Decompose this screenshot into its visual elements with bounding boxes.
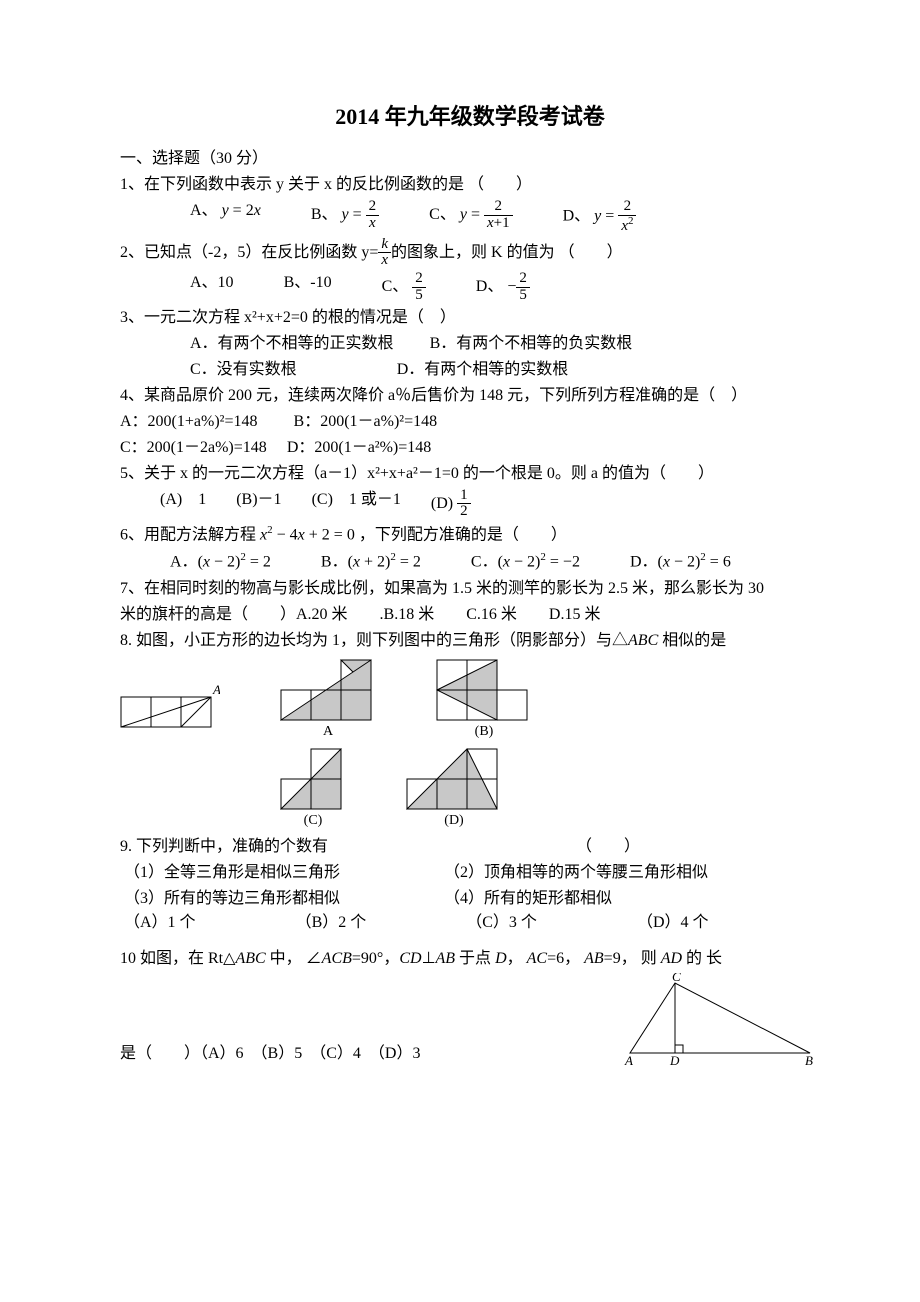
q10-row: 是（ ）（A）6 （B）5 （C）4 （D）3 A B C D <box>120 973 820 1068</box>
q2-opt-c: C、 25 <box>382 271 426 304</box>
q2-opt-b: B、-10 <box>284 271 332 304</box>
q5-options: (A) 1 (B)－1 (C) 1 或－1 (D) 12 <box>120 488 820 521</box>
q6-opt-b: B．(x + 2)2 = 2 <box>321 549 421 574</box>
q4-opt-b: B：200(1－a%)²=148 <box>294 413 438 430</box>
svg-text:A: A <box>624 1053 633 1068</box>
q9-opt-b: （B）2 个 <box>296 911 367 935</box>
q6-opt-d: D．(x − 2)2 = 6 <box>630 549 731 574</box>
q4-row1: A：200(1+a%)²=148 B：200(1－a%)²=148 <box>120 410 820 434</box>
q3-opt-b: B．有两个不相等的负实数根 <box>430 335 633 352</box>
q1-opt-c: C、 y = 2x+1 <box>429 199 512 235</box>
q9-s2: （2）顶角相等的两个等腰三角形相似 <box>444 861 724 885</box>
section-heading: 一、选择题（30 分） <box>120 147 820 171</box>
q5-opt-d: (D) 12 <box>431 488 471 521</box>
q10-figure: A B C D <box>620 973 820 1068</box>
q8-fig-ref: A B C <box>120 672 220 742</box>
svg-text:C: C <box>672 973 681 984</box>
q3-opt-a: A．有两个不相等的正实数根 <box>190 335 394 352</box>
svg-text:B: B <box>805 1053 813 1068</box>
q9-s3: （3）所有的等边三角形都相似 <box>124 887 404 911</box>
q10-stem: 10 如图，在 Rt△ABC 中， ∠ACB=90°，CD⊥AB 于点 D， A… <box>120 947 820 971</box>
q10-opts: 是（ ）（A）6 （B）5 （C）4 （D）3 <box>120 1042 600 1066</box>
q4-stem: 4、某商品原价 200 元，连续两次降价 a％后售价为 148 元，下列所列方程… <box>120 384 820 408</box>
q2-options: A、10 B、-10 C、 25 D、 −25 <box>120 271 820 304</box>
q9-opt-a: （A）1 个 <box>124 911 196 935</box>
q9-opt-d: （D）4 个 <box>637 911 709 935</box>
q3-row2: C．没有实数根 D．有两个相等的实数根 <box>120 358 820 382</box>
q3-opt-d: D．有两个相等的实数根 <box>397 361 569 378</box>
q9-options: （A）1 个 （B）2 个 （C）3 个 （D）4 个 <box>124 911 820 935</box>
q3-stem: 3、一元二次方程 x²+x+2=0 的根的情况是（ ） <box>120 306 820 330</box>
q1-stem: 1、在下列函数中表示 y 关于 x 的反比例函数的是 （ ） <box>120 173 820 197</box>
q7-line2: 米的旗杆的高是（ ）A.20 米 .B.18 米 C.16 米 D.15 米 <box>120 603 820 627</box>
q6-options: A．(x − 2)2 = 2 B．(x + 2)2 = 2 C．(x − 2)2… <box>120 549 820 574</box>
q6-opt-a: A．(x − 2)2 = 2 <box>170 549 271 574</box>
q3-row1: A．有两个不相等的正实数根 B．有两个不相等的负实数根 <box>120 332 820 356</box>
q2-opt-d: D、 −25 <box>476 271 530 304</box>
q9-s4: （4）所有的矩形都相似 <box>444 887 724 911</box>
q1-options: A、 y = 2x B、 y = 2x C、 y = 2x+1 D、 y = 2… <box>120 199 820 235</box>
q8-fig-b: (B) <box>436 659 532 742</box>
q6-opt-c: C．(x − 2)2 = −2 <box>471 549 580 574</box>
q1-opt-b: B、 y = 2x <box>311 199 379 235</box>
q3-opt-c: C．没有实数根 <box>190 361 297 378</box>
q4-row2: C：200(1－2a%)=148 D：200(1－a²%)=148 <box>120 436 820 460</box>
q6-stem: 6、用配方法解方程 x2 − 4x + 2 = 0 ，下列配方准确的是（ ） <box>120 522 820 547</box>
q5-opt-a: (A) 1 <box>160 488 206 521</box>
q4-opt-a: A：200(1+a%)²=148 <box>120 413 258 430</box>
q8-stem: 8. 如图，小正方形的边长均为 1，则下列图中的三角形（阴影部分）与△ABC 相… <box>120 629 820 653</box>
q7-stem: 7、在相同时刻的物高与影长成比例，如果高为 1.5 米的测竿的影长为 2.5 米… <box>120 577 820 601</box>
q5-stem: 5、关于 x 的一元二次方程（a－1）x²+x+a²－1=0 的一个根是 0。则… <box>120 462 820 486</box>
q4-opt-c: C：200(1－2a%)=148 <box>120 439 267 456</box>
q8-fig-c: (C) <box>280 748 346 831</box>
q2-opt-a: A、10 <box>190 271 234 304</box>
q8-figures-row2: (C) (D) <box>120 748 820 831</box>
q9-opt-c: （C）3 个 <box>466 911 537 935</box>
q5-opt-b: (B)－1 <box>236 488 281 521</box>
q5-opt-c: (C) 1 或－1 <box>312 488 401 521</box>
q2-stem: 2、已知点（-2，5）在反比例函数 y=kx的图象上，则 K 的值为 （ ） <box>120 237 820 270</box>
q1-opt-a: A、 y = 2x <box>190 199 261 235</box>
q8-figures-row1: A B C A <box>120 659 820 742</box>
q9-statements: （1）全等三角形是相似三角形 （2）顶角相等的两个等腰三角形相似 （3）所有的等… <box>124 861 820 911</box>
q8-fig-a: A <box>280 659 376 742</box>
svg-text:D: D <box>669 1053 680 1068</box>
q4-opt-d: D：200(1－a²%)=148 <box>287 439 431 456</box>
q1-opt-d: D、 y = 2x2 <box>563 199 637 235</box>
q8-fig-d: (D) <box>406 748 502 831</box>
svg-text:A: A <box>212 682 220 697</box>
page-title: 2014 年九年级数学段考试卷 <box>120 100 820 133</box>
q9-stem: 9. 下列判断中，准确的个数有 （ ） <box>120 835 820 859</box>
q9-s1: （1）全等三角形是相似三角形 <box>124 861 404 885</box>
